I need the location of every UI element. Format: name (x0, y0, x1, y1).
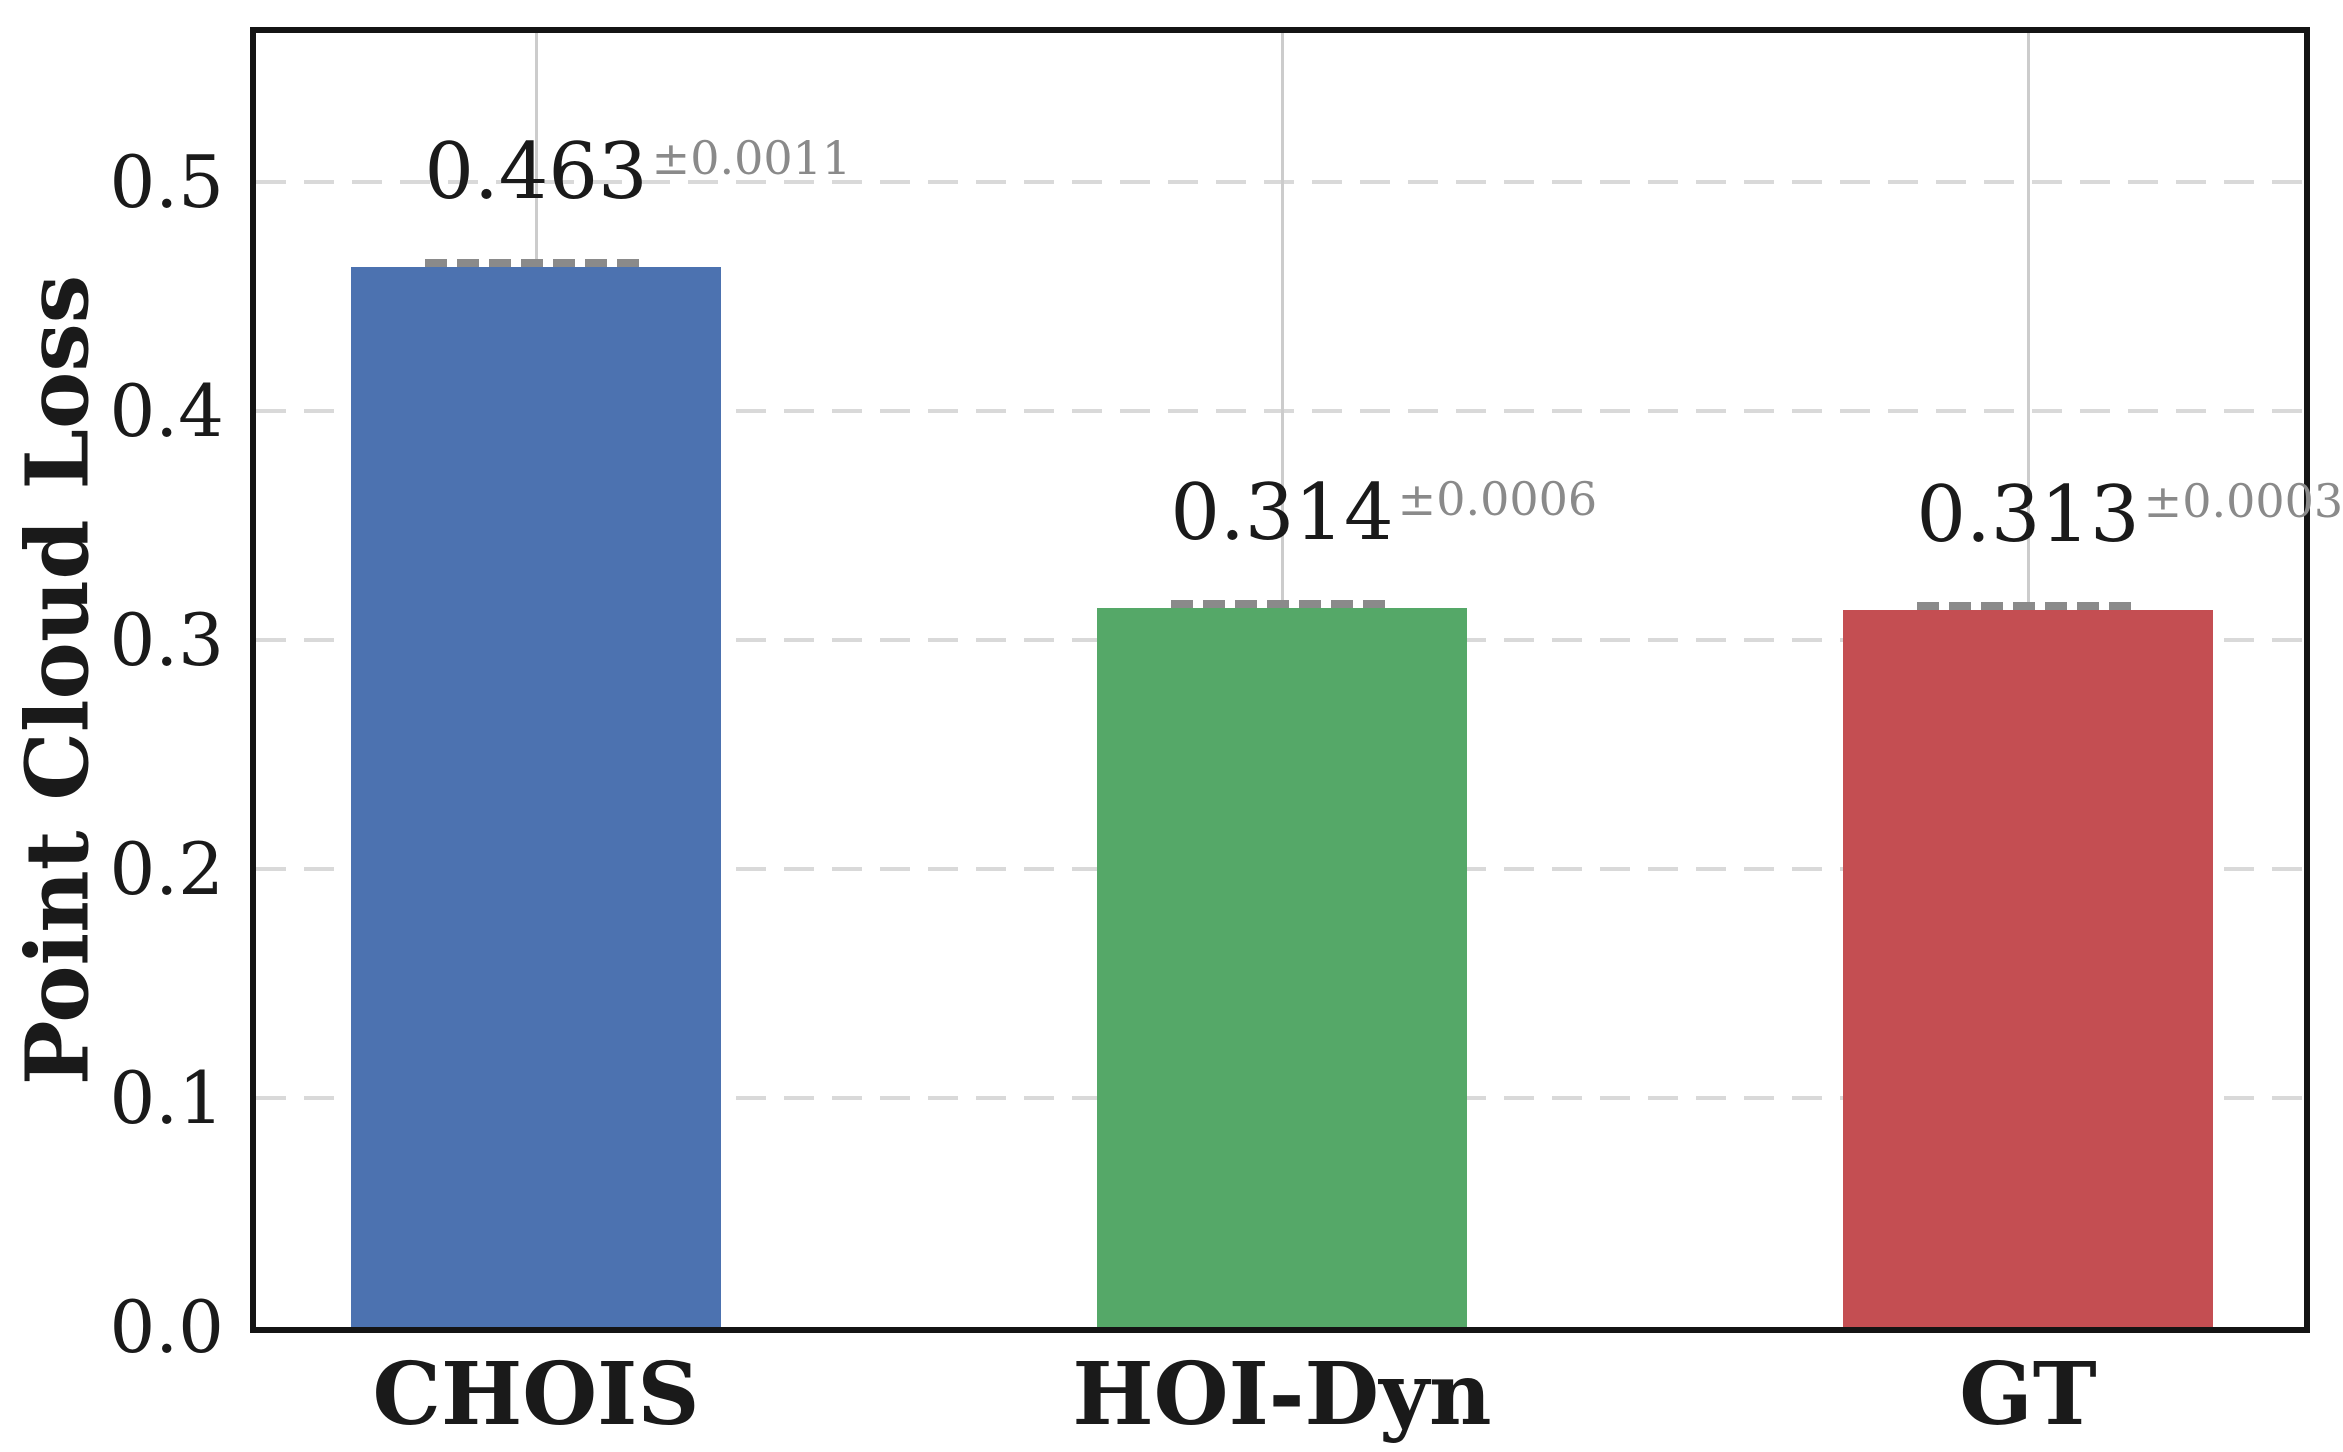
error-text: ±0.0006 (1397, 472, 1598, 526)
plot-area: 0.463 ±0.0011 0.314 ±0.0006 0.313 ±0.0003 (250, 27, 2343, 1333)
bar-hoi-dyn (1097, 608, 1467, 1327)
bar-gt (1843, 610, 2213, 1327)
value-label-hoi-dyn: 0.314 ±0.0006 (1170, 474, 1597, 552)
y-gridline-0.4 (256, 409, 2304, 413)
x-tick-label-hoi-dyn: HOI-Dyn (1072, 1344, 1492, 1445)
error-text: ±0.0011 (651, 131, 852, 185)
error-cap-gt (1917, 602, 2139, 610)
error-cap-chois (425, 259, 647, 267)
y-tick-label: 0.3 (109, 598, 224, 682)
error-cap-hoi-dyn (1171, 600, 1393, 608)
y-tick-label: 0.1 (109, 1056, 224, 1140)
value-label-chois: 0.463 ±0.0011 (424, 133, 851, 211)
y-tick-label: 0.5 (109, 140, 224, 224)
y-tick-label: 0.2 (109, 827, 224, 911)
x-tick-label-chois: CHOIS (372, 1344, 700, 1445)
value-text: 0.314 ±0.0006 (1170, 468, 1598, 558)
value-text: 0.313 ±0.0003 (1916, 470, 2343, 560)
x-tick-label-gt: GT (1959, 1344, 2097, 1445)
bar-chois (351, 267, 721, 1327)
error-text: ±0.0003 (2143, 474, 2343, 528)
y-tick-label: 0.0 (109, 1285, 224, 1369)
value-label-gt: 0.313 ±0.0003 (1916, 476, 2343, 554)
y-gridline-0.5 (256, 180, 2304, 184)
value-text: 0.463 ±0.0011 (424, 127, 852, 217)
y-tick-label: 0.4 (109, 369, 224, 453)
